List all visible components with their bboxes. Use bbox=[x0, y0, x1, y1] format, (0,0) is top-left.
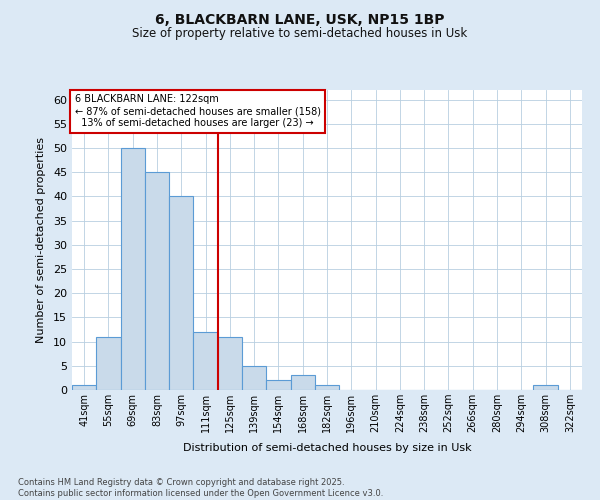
Bar bbox=[242, 366, 266, 390]
Bar bbox=[145, 172, 169, 390]
Text: Contains HM Land Registry data © Crown copyright and database right 2025.
Contai: Contains HM Land Registry data © Crown c… bbox=[18, 478, 383, 498]
Bar bbox=[193, 332, 218, 390]
Bar bbox=[169, 196, 193, 390]
Y-axis label: Number of semi-detached properties: Number of semi-detached properties bbox=[36, 137, 46, 343]
Text: 6, BLACKBARN LANE, USK, NP15 1BP: 6, BLACKBARN LANE, USK, NP15 1BP bbox=[155, 12, 445, 26]
Bar bbox=[96, 337, 121, 390]
X-axis label: Distribution of semi-detached houses by size in Usk: Distribution of semi-detached houses by … bbox=[182, 444, 472, 454]
Bar bbox=[266, 380, 290, 390]
Bar bbox=[218, 337, 242, 390]
Bar bbox=[121, 148, 145, 390]
Bar bbox=[290, 376, 315, 390]
Bar bbox=[72, 385, 96, 390]
Bar bbox=[315, 385, 339, 390]
Bar bbox=[533, 385, 558, 390]
Text: 6 BLACKBARN LANE: 122sqm
← 87% of semi-detached houses are smaller (158)
  13% o: 6 BLACKBARN LANE: 122sqm ← 87% of semi-d… bbox=[74, 94, 320, 128]
Text: Size of property relative to semi-detached houses in Usk: Size of property relative to semi-detach… bbox=[133, 28, 467, 40]
